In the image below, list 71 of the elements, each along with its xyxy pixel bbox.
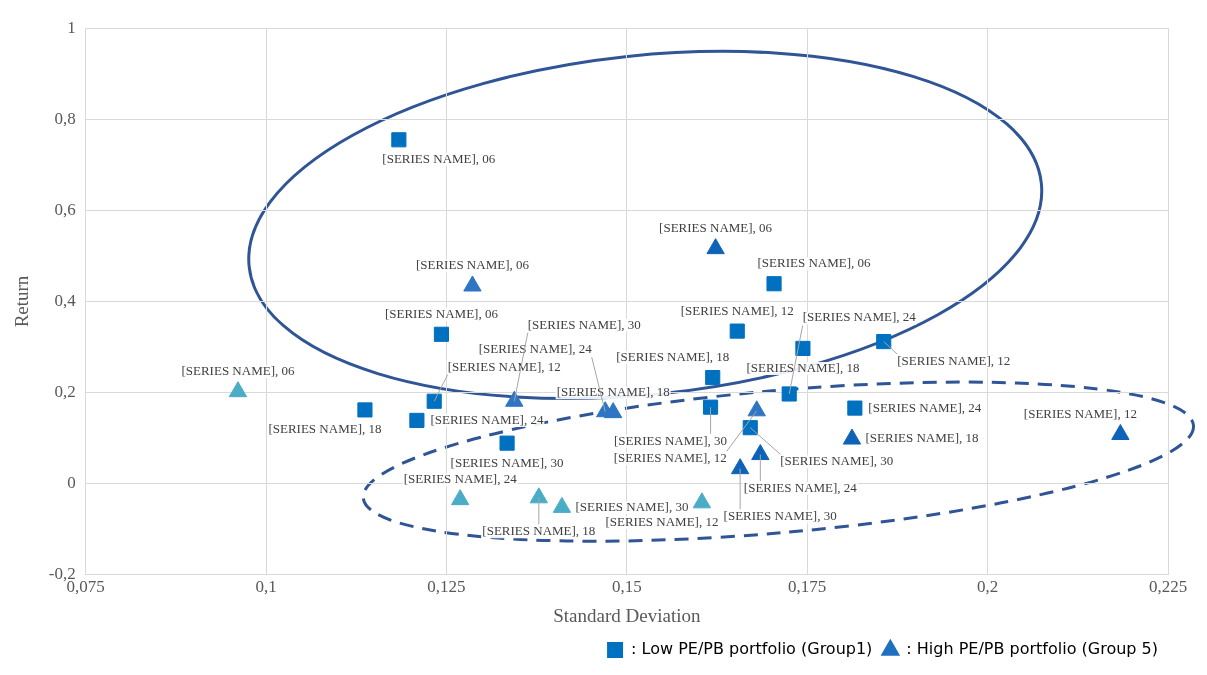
y-tick-label: 0: [67, 473, 76, 493]
point: [505, 390, 524, 407]
annotation: [SERIES NAME], 18: [268, 421, 382, 437]
annotation: [SERIES NAME], 30: [575, 498, 689, 514]
x-tick-label: 0,175: [788, 577, 827, 597]
point: [409, 412, 425, 428]
annotation: [SERIES NAME], 24: [868, 399, 982, 415]
annotation: [SERIES NAME], 24: [403, 471, 518, 487]
annotation: [SERIES NAME], 06: [181, 363, 295, 379]
y-axis-title: Return: [11, 275, 33, 328]
point: [529, 487, 548, 504]
annotation: [SERIES NAME], 30: [450, 454, 564, 470]
y-tick-label: 0,6: [54, 199, 76, 219]
y-tick-label: 0,4: [54, 290, 77, 310]
annotation: [SERIES NAME], 12: [1023, 405, 1137, 421]
annotation: [SERIES NAME], 18: [556, 384, 670, 400]
annotation: [SERIES NAME], 12: [605, 514, 719, 530]
annotation: [SERIES NAME], 18: [865, 430, 979, 446]
point: [747, 400, 766, 417]
annotation: [SERIES NAME], 24: [802, 309, 917, 325]
point: [228, 381, 248, 398]
point: [730, 458, 750, 475]
point: [766, 276, 782, 292]
y-tick-label: 0,8: [54, 108, 76, 128]
point: [426, 393, 442, 409]
annotation: [SERIES NAME], 12: [897, 353, 1011, 369]
point: [1111, 424, 1130, 441]
annotation: [SERIES NAME], 12: [447, 358, 561, 374]
annotation: [SERIES NAME], 06: [757, 255, 872, 271]
y-tick-label: 0,2: [54, 382, 76, 402]
annotation: [SERIES NAME], 30: [614, 432, 728, 448]
point: [451, 489, 470, 506]
annotation: [SERIES NAME], 30: [780, 453, 894, 469]
legend-label: : High PE/PB portfolio (Group 5): [906, 639, 1158, 659]
x-tick-label: 0,2: [976, 577, 999, 597]
point: [781, 386, 797, 402]
y-tick-label: 1: [67, 17, 76, 37]
annotation: [SERIES NAME], 24: [743, 479, 858, 495]
point: [842, 428, 862, 445]
point: [552, 496, 572, 513]
x-axis-title: Standard Deviation: [553, 604, 701, 626]
x-tick-label: 0,125: [427, 577, 466, 597]
point: [876, 334, 892, 350]
point: [729, 323, 745, 339]
annotation: [SERIES NAME], 30: [527, 316, 641, 332]
x-tick-label: 0,15: [611, 577, 642, 597]
point: [499, 435, 515, 451]
annotation: [SERIES NAME], 12: [680, 302, 794, 318]
point: [433, 326, 449, 342]
x-tick-label: 0,225: [1148, 577, 1188, 597]
annotation: [SERIES NAME], 06: [384, 305, 499, 321]
point: [795, 340, 811, 356]
legend-label: : Low PE/PB portfolio (Group1): [631, 639, 873, 659]
annotation: [SERIES NAME], 30: [723, 508, 837, 524]
point: [357, 402, 373, 418]
annotation: [SERIES NAME], 24: [430, 411, 544, 427]
annotation: [SERIES NAME], 18: [616, 348, 730, 364]
point: [702, 399, 719, 415]
point: [692, 492, 712, 509]
point: [847, 400, 863, 416]
annotation: [SERIES NAME], 06: [659, 220, 773, 236]
annotation: [SERIES NAME], 12: [613, 450, 727, 466]
annotation: [SERIES NAME], 06: [415, 257, 530, 273]
annotation: [SERIES NAME], 06: [382, 151, 496, 167]
point: [391, 132, 407, 148]
annotation: [SERIES NAME], 24: [478, 341, 593, 357]
point: [705, 370, 721, 386]
annotation: [SERIES NAME], 18: [482, 523, 596, 539]
annotation: [SERIES NAME], 18: [746, 359, 860, 375]
x-tick-label: 0,1: [255, 577, 277, 597]
point: [751, 444, 770, 461]
